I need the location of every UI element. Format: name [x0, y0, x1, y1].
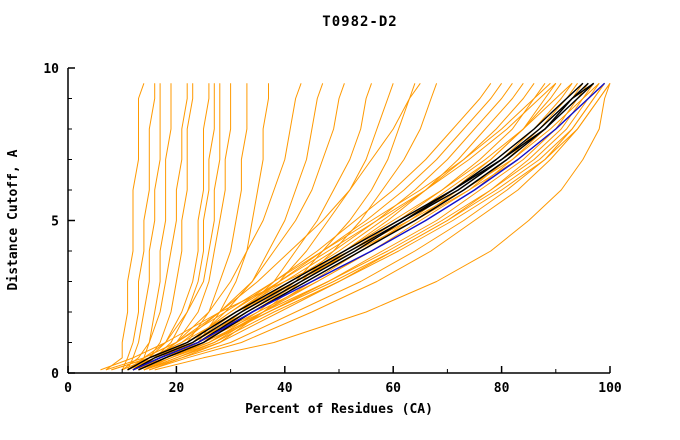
series-line-orange	[132, 83, 589, 371]
x-tick-label: 0	[64, 381, 72, 396]
series-line-orange	[143, 83, 372, 371]
x-tick-label: 100	[598, 381, 622, 396]
axes	[67, 67, 611, 374]
series-line-orange	[121, 83, 156, 371]
series-line-orange	[138, 83, 215, 371]
series-line-orange	[132, 83, 210, 371]
x-tick-label: 80	[494, 381, 510, 396]
series-line-orange	[132, 83, 503, 371]
x-tick-label: 60	[385, 381, 401, 396]
series-line-orange	[132, 83, 546, 371]
x-tick-label: 20	[169, 381, 185, 396]
series-line-orange	[127, 83, 535, 371]
y-axis-label: Distance Cutoff, A	[6, 149, 21, 290]
tick-labels: 0 20 40 60 80 100 0 5 10	[43, 62, 622, 396]
y-tick-label: 5	[51, 215, 59, 230]
series-line-orange	[143, 83, 606, 371]
series-line-orange	[121, 83, 188, 371]
series-line-orange	[149, 83, 611, 371]
x-axis-label: Percent of Residues (CA)	[245, 402, 433, 417]
x-tick-label: 40	[277, 381, 293, 396]
series-line-orange	[132, 83, 172, 371]
series-line-blue	[132, 82, 606, 371]
y-tick-label: 10	[43, 62, 59, 77]
series-line-black	[127, 82, 595, 371]
series-line-orange	[154, 83, 611, 371]
series-line-orange	[127, 83, 221, 371]
series-line-black	[132, 82, 595, 371]
chart-title: T0982-D2	[322, 14, 397, 30]
series-lines	[100, 82, 611, 371]
series-line-orange	[127, 82, 551, 371]
series-line-orange	[127, 83, 161, 371]
series-line-orange	[132, 83, 302, 371]
series-line-orange	[143, 83, 557, 371]
y-tick-label: 0	[51, 367, 59, 382]
series-line-orange	[138, 83, 194, 371]
series-line-orange	[105, 83, 145, 371]
